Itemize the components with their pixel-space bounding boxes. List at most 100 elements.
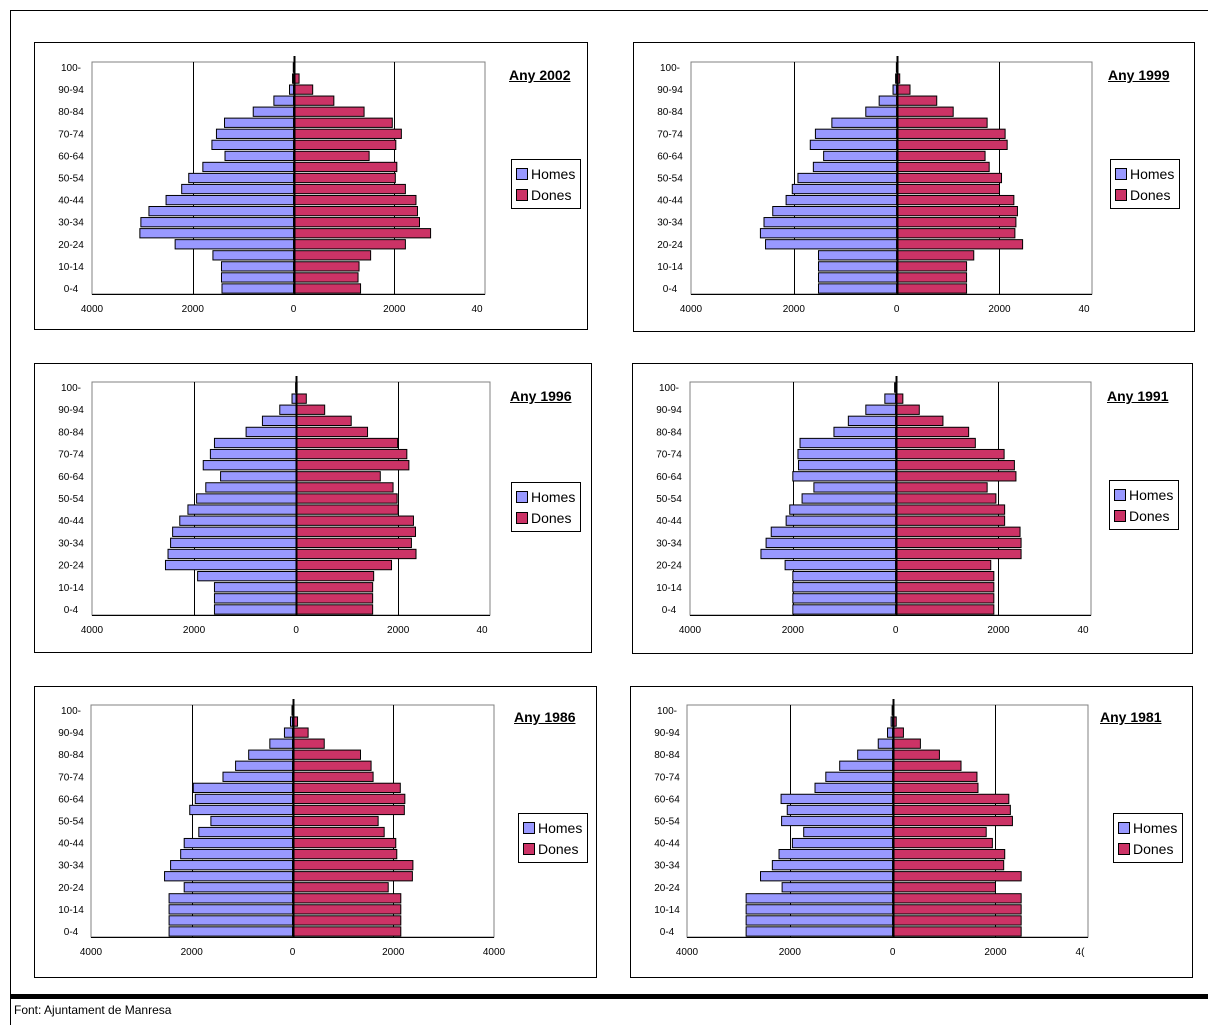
bar-dones bbox=[895, 437, 976, 449]
bar-homes bbox=[194, 793, 293, 805]
bar-homes bbox=[791, 837, 894, 849]
bar-dones bbox=[295, 548, 417, 560]
bar-dones bbox=[295, 515, 414, 526]
bar-dones bbox=[892, 837, 993, 849]
bar-dones bbox=[896, 250, 975, 261]
bar-dones bbox=[895, 493, 997, 504]
x-tick-label: 0 bbox=[894, 304, 900, 315]
bar-dones bbox=[896, 239, 1024, 250]
pyramid-chart-2002: 0-4 10-14 20-24 30-34 40-44 50-54 60-64 70-74 80… bbox=[58, 56, 486, 315]
bar-dones bbox=[293, 128, 402, 139]
y-tick-label: 40-44 bbox=[58, 516, 84, 527]
x-tick-label: 4000 bbox=[676, 947, 699, 958]
x-tick-label: 2000 bbox=[988, 304, 1011, 315]
x-tick-label: 0 bbox=[293, 625, 299, 636]
legend-item-dones: Dones bbox=[516, 184, 575, 205]
bar-homes bbox=[892, 84, 898, 95]
y-tick-label: 60-64 bbox=[58, 794, 84, 805]
x-tick-label: 2000 bbox=[987, 625, 1010, 636]
bar-dones bbox=[293, 250, 372, 261]
chart-panel-1991: 0-4 10-14 20-24 30-34 40-44 50-54 60-64 70-74 80… bbox=[632, 363, 1193, 654]
bar-homes bbox=[198, 826, 294, 838]
y-tick-label: 40-44 bbox=[657, 196, 683, 207]
bar-dones bbox=[895, 515, 1006, 526]
legend-item-dones: Dones bbox=[1118, 838, 1177, 859]
bar-dones bbox=[292, 804, 405, 816]
legend-label-homes: Homes bbox=[531, 165, 576, 182]
homes-swatch bbox=[1118, 821, 1130, 834]
bar-dones bbox=[292, 837, 397, 849]
chart-title: Any 1981 bbox=[1100, 709, 1162, 725]
bar-homes bbox=[765, 239, 898, 250]
bar-homes bbox=[211, 139, 295, 150]
y-tick-label: 20-24 bbox=[657, 240, 683, 251]
homes-swatch bbox=[1115, 167, 1127, 180]
bar-dones bbox=[293, 206, 418, 217]
bar-dones bbox=[896, 117, 988, 128]
bar-homes bbox=[785, 515, 897, 526]
y-tick-label: 70-74 bbox=[654, 772, 680, 783]
bar-dones bbox=[892, 926, 1022, 937]
bar-homes bbox=[770, 526, 897, 537]
bar-dones bbox=[295, 571, 375, 582]
y-tick-label: 40-44 bbox=[58, 839, 84, 850]
chart-legend: Homes Dones bbox=[518, 813, 589, 863]
y-tick-label: 10-14 bbox=[656, 583, 682, 594]
legend-label-homes: Homes bbox=[1130, 165, 1175, 182]
bar-dones bbox=[292, 826, 385, 838]
bar-homes bbox=[148, 206, 295, 217]
y-tick-label: 90-94 bbox=[656, 405, 682, 416]
pyramid-chart-1991: 0-4 10-14 20-24 30-34 40-44 50-54 60-64 70-74 80… bbox=[656, 376, 1092, 636]
bar-homes bbox=[210, 815, 293, 827]
y-tick-label: 80-84 bbox=[58, 427, 84, 438]
bar-dones bbox=[896, 283, 968, 294]
legend-label-homes: Homes bbox=[538, 819, 583, 836]
bar-homes bbox=[248, 749, 293, 760]
chart-title: Any 1986 bbox=[514, 709, 576, 725]
bar-homes bbox=[140, 217, 295, 228]
y-tick-label: 50-54 bbox=[657, 174, 683, 185]
y-tick-label: 0-4 bbox=[64, 927, 79, 938]
bar-homes bbox=[180, 849, 293, 860]
bar-homes bbox=[261, 415, 297, 426]
chart-legend: Homes Dones bbox=[511, 159, 582, 209]
bar-homes bbox=[781, 882, 894, 893]
homes-swatch bbox=[523, 821, 535, 834]
y-tick-label: 70-74 bbox=[656, 450, 682, 461]
bar-homes bbox=[196, 493, 297, 504]
y-tick-label: 10-14 bbox=[58, 905, 84, 916]
bar-homes bbox=[215, 128, 295, 139]
bar-dones bbox=[295, 448, 408, 460]
bar-homes bbox=[235, 760, 293, 771]
y-tick-label: 90-94 bbox=[58, 85, 84, 96]
y-tick-label: 40-44 bbox=[58, 196, 84, 207]
dones-swatch bbox=[1114, 509, 1126, 522]
bar-homes bbox=[817, 261, 898, 272]
bar-homes bbox=[291, 393, 297, 404]
chart-legend: Homes Dones bbox=[1113, 813, 1184, 863]
bar-homes bbox=[168, 915, 293, 926]
bar-homes bbox=[857, 749, 894, 760]
bar-dones bbox=[295, 537, 412, 549]
bar-dones bbox=[295, 504, 399, 515]
bar-dones bbox=[895, 537, 1022, 549]
dones-swatch bbox=[523, 842, 535, 855]
bar-homes bbox=[797, 448, 897, 460]
dones-swatch bbox=[1118, 842, 1130, 855]
y-tick-label: 100- bbox=[61, 63, 81, 74]
bar-dones bbox=[292, 893, 402, 904]
y-tick-label: 90-94 bbox=[58, 405, 84, 416]
bar-homes bbox=[797, 172, 898, 184]
bar-dones bbox=[295, 415, 352, 426]
bar-homes bbox=[213, 582, 297, 593]
bar-homes bbox=[222, 771, 293, 782]
bar-dones bbox=[293, 228, 432, 239]
legend-label-dones: Dones bbox=[531, 509, 572, 526]
bar-homes bbox=[213, 437, 297, 449]
bar-dones bbox=[293, 272, 359, 283]
bar-homes bbox=[279, 404, 297, 415]
chart-legend: Homes Dones bbox=[1110, 159, 1181, 209]
bar-dones bbox=[293, 194, 417, 206]
x-tick-label: 2000 bbox=[383, 304, 406, 315]
bar-homes bbox=[817, 250, 898, 261]
